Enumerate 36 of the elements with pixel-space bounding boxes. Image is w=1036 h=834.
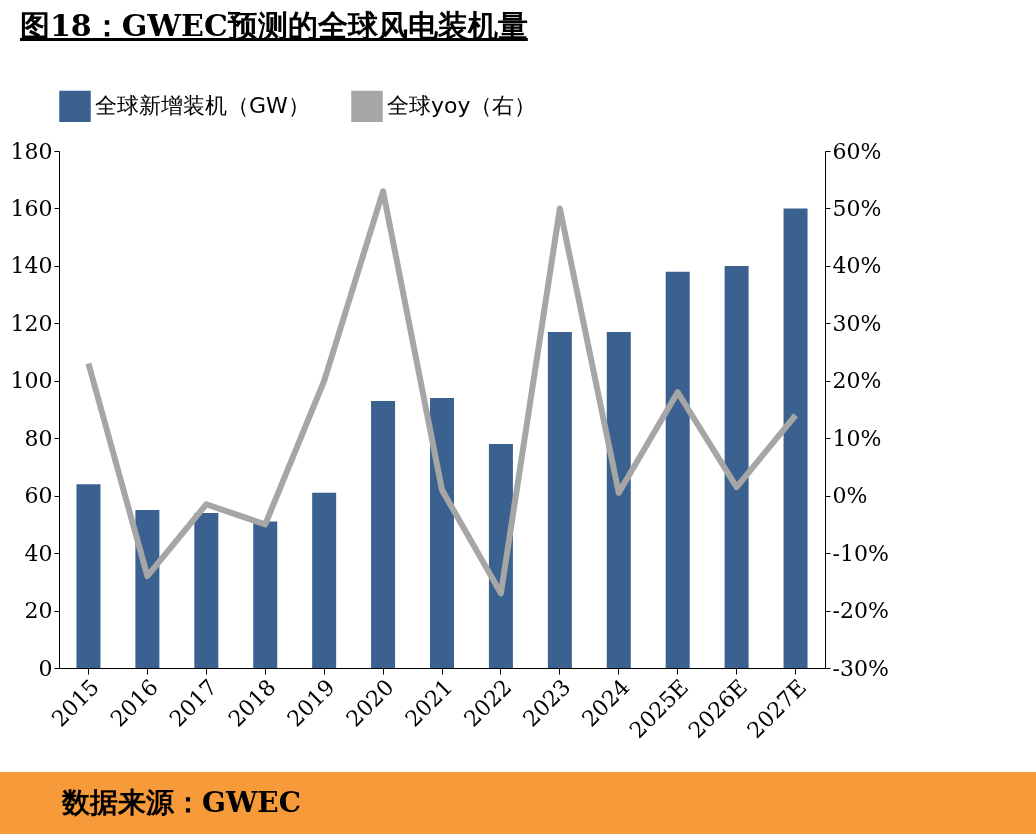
bar bbox=[724, 265, 749, 668]
y2-tick-label: 10% bbox=[832, 425, 882, 451]
y-tick-label: 160 bbox=[10, 195, 53, 221]
y2-tick-label: 50% bbox=[832, 195, 882, 221]
legend-label: 全球yoy（右） bbox=[387, 93, 537, 119]
y2-tick-label: -20% bbox=[832, 598, 889, 624]
bar bbox=[76, 484, 101, 668]
y2-tick-label: 0% bbox=[832, 483, 868, 509]
bar bbox=[665, 271, 690, 668]
bar bbox=[194, 512, 219, 668]
bar bbox=[312, 492, 337, 668]
bar bbox=[135, 510, 160, 668]
y-tick-label: 0 bbox=[38, 655, 53, 681]
bar bbox=[606, 331, 631, 668]
y2-tick-label: 40% bbox=[832, 253, 882, 279]
y-tick-label: 140 bbox=[10, 253, 53, 279]
y2-tick-label: 20% bbox=[832, 368, 882, 394]
chart-title: 图18：GWEC预测的全球风电装机量 bbox=[20, 7, 528, 45]
y2-tick-label: 30% bbox=[832, 310, 882, 336]
y-tick-label: 60 bbox=[24, 483, 53, 509]
y2-tick-label: -30% bbox=[832, 655, 889, 681]
y-tick-label: 80 bbox=[24, 425, 53, 451]
y-tick-label: 180 bbox=[10, 138, 53, 164]
source-note: 数据来源：GWEC bbox=[0, 772, 1036, 834]
bar bbox=[253, 521, 278, 668]
legend-label: 全球新增装机（GW） bbox=[95, 93, 310, 119]
y-tick-label: 100 bbox=[10, 368, 53, 394]
y-tick-label: 120 bbox=[10, 310, 53, 336]
y2-tick-label: 60% bbox=[832, 138, 882, 164]
bar bbox=[371, 400, 396, 668]
bar bbox=[547, 331, 572, 668]
bar bbox=[783, 208, 808, 668]
y-tick-label: 20 bbox=[24, 598, 53, 624]
y-tick-label: 40 bbox=[24, 540, 53, 566]
bar bbox=[430, 398, 454, 668]
y2-tick-label: -10% bbox=[832, 540, 889, 566]
